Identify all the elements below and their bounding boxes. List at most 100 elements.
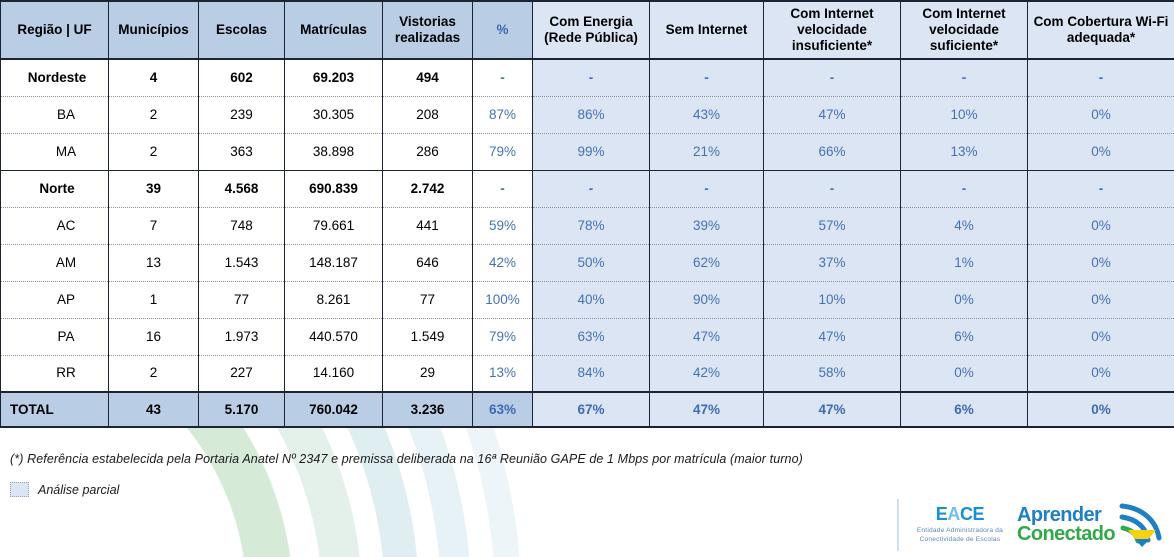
cell-municipios: 43: [108, 391, 199, 428]
col-header-vel-suficiente[interactable]: Com Internet velocidade suficiente*: [900, 0, 1028, 60]
eace-letter-e: E: [935, 504, 948, 525]
cell-regiao_uf: Norte: [0, 169, 109, 207]
logo-bar: EACE Entidade Administradora da Conectiv…: [896, 496, 1166, 554]
col-header-wifi[interactable]: Com Cobertura Wi-Fi adequada*: [1027, 0, 1174, 60]
table-row-uf[interactable]: MA 2 363 38.898 286 79% 99% 21% 66% 13% 0%: [0, 132, 1174, 170]
cell-vel_insuficiente: 47%: [763, 95, 901, 133]
cell-energia: 99%: [532, 132, 650, 170]
cell-vistorias: 646: [382, 243, 473, 281]
cell-vistorias: 494: [382, 59, 473, 96]
cell-sem_internet: 42%: [649, 354, 764, 392]
cell-wifi: 0%: [1027, 317, 1174, 355]
cell-sem_internet: 47%: [649, 391, 764, 428]
cell-wifi: 0%: [1027, 95, 1174, 133]
cell-escolas: 748: [198, 206, 285, 244]
table-row-region[interactable]: Nordeste 4 602 69.203 494- - - - - -: [0, 59, 1174, 96]
cell-vel_insuficiente: 58%: [763, 354, 901, 392]
cell-pct: 87%: [472, 95, 533, 133]
table-body: Nordeste 4 602 69.203 494- - - - - - BA 2 239 30.305 2…: [0, 59, 1174, 428]
cell-matriculas: 760.042: [284, 391, 383, 428]
cell-vel_insuficiente: 66%: [763, 132, 901, 170]
col-header-percent[interactable]: %: [472, 0, 533, 60]
cell-wifi: 0%: [1027, 391, 1174, 428]
table-row-region[interactable]: Norte 39 4.568 690.839 2.742- - - - - -: [0, 169, 1174, 207]
cell-municipios: 2: [108, 354, 199, 392]
table-row-uf[interactable]: AM 13 1.543 148.187 646 42% 50% 62% 37% 1% 0%: [0, 243, 1174, 281]
cell-vel_insuficiente: 10%: [763, 280, 901, 318]
cell-vistorias: 3.236: [382, 391, 473, 428]
cell-regiao_uf: Nordeste: [0, 59, 109, 96]
report-table-container: Região | UF Municípios Escolas Matrícula…: [0, 0, 1174, 428]
cell-energia: 50%: [532, 243, 650, 281]
cell-pct: 59%: [472, 206, 533, 244]
cell-vistorias: 77: [382, 280, 473, 318]
cell-wifi: -: [1027, 59, 1174, 96]
cell-vel_insuficiente: -: [763, 169, 901, 207]
table-row-uf[interactable]: AC 7 748 79.661 441 59% 78% 39% 57% 4% 0%: [0, 206, 1174, 244]
cell-pct: -: [472, 59, 533, 96]
col-header-municipios[interactable]: Municípios: [108, 0, 199, 60]
cell-pct: 79%: [472, 317, 533, 355]
cell-pct: 13%: [472, 354, 533, 392]
cell-escolas: 602: [198, 59, 285, 96]
cell-vistorias: 1.549: [382, 317, 473, 355]
col-header-escolas[interactable]: Escolas: [198, 0, 285, 60]
wifi-triangle-yellow: [1128, 530, 1156, 547]
cell-municipios: 7: [108, 206, 199, 244]
cell-vel_insuficiente: -: [763, 59, 901, 96]
cell-matriculas: 690.839: [284, 169, 383, 207]
aprender-conectado-logo: Aprender Conectado: [1017, 502, 1166, 548]
cell-wifi: 0%: [1027, 243, 1174, 281]
cell-vel_suficiente: -: [900, 59, 1028, 96]
cell-vistorias: 208: [382, 95, 473, 133]
cell-sem_internet: 62%: [649, 243, 764, 281]
table-row-uf[interactable]: AP 1 77 8.261 77 100% 40% 90% 10% 0% 0%: [0, 280, 1174, 318]
cell-matriculas: 79.661: [284, 206, 383, 244]
table-row-total[interactable]: TOTAL 43 5.170 760.042 3.236 63% 67% 47% 47% 6% 0%: [0, 391, 1174, 428]
eace-logo: EACE Entidade Administradora da Conectiv…: [917, 505, 1003, 545]
eace-letters-ce: CE: [959, 504, 985, 525]
col-header-regiao-uf[interactable]: Região | UF: [0, 0, 109, 60]
cell-regiao_uf: AC: [0, 206, 109, 244]
cell-regiao_uf: AP: [0, 280, 109, 318]
aprender-conectado-wordmark: Aprender Conectado: [1017, 506, 1116, 544]
cell-matriculas: 440.570: [284, 317, 383, 355]
cell-matriculas: 69.203: [284, 59, 383, 96]
footnote-reference: (*) Referência estabelecida pela Portari…: [10, 452, 803, 466]
cell-pct: -: [472, 169, 533, 207]
cell-vel_insuficiente: 47%: [763, 317, 901, 355]
cell-energia: 63%: [532, 317, 650, 355]
cell-energia: -: [532, 169, 650, 207]
cell-energia: -: [532, 59, 650, 96]
eace-letter-a: A: [947, 504, 960, 525]
col-header-com-energia[interactable]: Com Energia (Rede Pública): [532, 0, 650, 60]
cell-vel_suficiente: 13%: [900, 132, 1028, 170]
footnotes: (*) Referência estabelecida pela Portari…: [0, 452, 1174, 497]
table-row-uf[interactable]: BA 2 239 30.305 208 87% 86% 43% 47% 10% 0%: [0, 95, 1174, 133]
cell-vel_suficiente: 4%: [900, 206, 1028, 244]
col-header-sem-internet[interactable]: Sem Internet: [649, 0, 764, 60]
table-row-uf[interactable]: RR 2 227 14.160 29 13% 84% 42% 58% 0% 0%: [0, 354, 1174, 392]
table-row-uf[interactable]: PA 16 1.973 440.570 1.549 79% 63% 47% 47% 6% 0%: [0, 317, 1174, 355]
cell-energia: 67%: [532, 391, 650, 428]
col-header-vel-insuficiente[interactable]: Com Internet velocidade insuficiente*: [763, 0, 901, 60]
cell-wifi: 0%: [1027, 280, 1174, 318]
col-header-matriculas[interactable]: Matrículas: [284, 0, 383, 60]
cell-sem_internet: 39%: [649, 206, 764, 244]
cell-wifi: 0%: [1027, 354, 1174, 392]
cell-regiao_uf: AM: [0, 243, 109, 281]
cell-vel_suficiente: 10%: [900, 95, 1028, 133]
cell-vel_suficiente: 1%: [900, 243, 1028, 281]
cell-municipios: 16: [108, 317, 199, 355]
eace-wordmark: EACE: [935, 504, 985, 525]
cell-municipios: 2: [108, 132, 199, 170]
cell-regiao_uf: RR: [0, 354, 109, 392]
legend-analise-parcial: Análise parcial: [0, 482, 1174, 497]
cell-municipios: 39: [108, 169, 199, 207]
cell-escolas: 4.568: [198, 169, 285, 207]
cell-sem_internet: -: [649, 59, 764, 96]
cell-energia: 40%: [532, 280, 650, 318]
cell-municipios: 1: [108, 280, 199, 318]
cell-wifi: 0%: [1027, 206, 1174, 244]
col-header-vistorias[interactable]: Vistorias realizadas: [382, 0, 473, 60]
